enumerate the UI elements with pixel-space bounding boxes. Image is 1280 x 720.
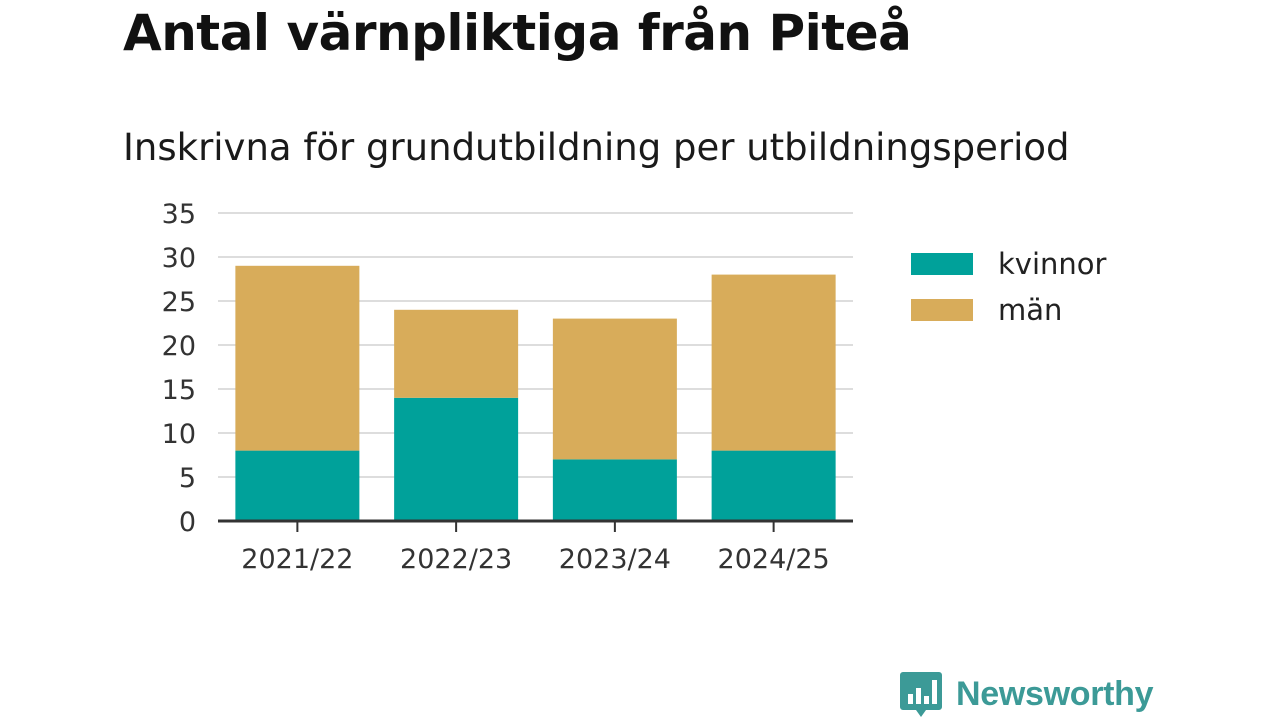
newsworthy-bar-chart-icon xyxy=(900,672,942,717)
bar-kvinnor-2021/22 xyxy=(235,450,360,521)
bar-män-2023/24 xyxy=(552,318,677,460)
y-tick-label: 35 xyxy=(162,199,196,230)
y-tick-label: 0 xyxy=(179,507,196,538)
bar-kvinnor-2024/25 xyxy=(711,450,836,521)
y-axis-tick-labels: 0 5 10 15 20 25 30 35 xyxy=(162,199,196,538)
y-tick-label: 15 xyxy=(162,375,196,406)
y-tick-label: 5 xyxy=(179,463,196,494)
bar-kvinnor-2023/24 xyxy=(552,459,677,521)
x-tick-label: 2024/25 xyxy=(718,544,830,575)
legend-item-man: män xyxy=(911,287,1106,333)
legend-swatch-man xyxy=(911,299,973,321)
chart-title: Antal värnpliktiga från Piteå xyxy=(123,4,912,62)
x-tick-label: 2022/23 xyxy=(400,544,512,575)
brand-name: Newsworthy xyxy=(956,674,1154,713)
x-tick-label: 2021/22 xyxy=(241,544,353,575)
x-tick-label: 2023/24 xyxy=(559,544,671,575)
bar-män-2022/23 xyxy=(394,309,519,398)
y-tick-label: 20 xyxy=(162,331,196,362)
legend-item-kvinnor: kvinnor xyxy=(911,241,1106,287)
chart-subtitle: Inskrivna för grundutbildning per utbild… xyxy=(123,126,1070,169)
bar-män-2021/22 xyxy=(235,265,360,451)
bar-män-2024/25 xyxy=(711,274,836,451)
y-tick-label: 30 xyxy=(162,243,196,274)
legend-label-man: män xyxy=(998,293,1063,327)
legend-label-kvinnor: kvinnor xyxy=(998,247,1107,281)
y-tick-label: 25 xyxy=(162,287,196,318)
bar-kvinnor-2022/23 xyxy=(394,397,519,521)
brand-logo: Newsworthy xyxy=(900,670,1154,718)
chart-legend: kvinnor män xyxy=(911,241,1106,333)
y-tick-label: 10 xyxy=(162,419,196,450)
bars xyxy=(235,265,836,521)
x-axis-ticks: 2021/22 2022/23 2023/24 2024/25 xyxy=(241,521,830,575)
legend-swatch-kvinnor xyxy=(911,253,973,275)
